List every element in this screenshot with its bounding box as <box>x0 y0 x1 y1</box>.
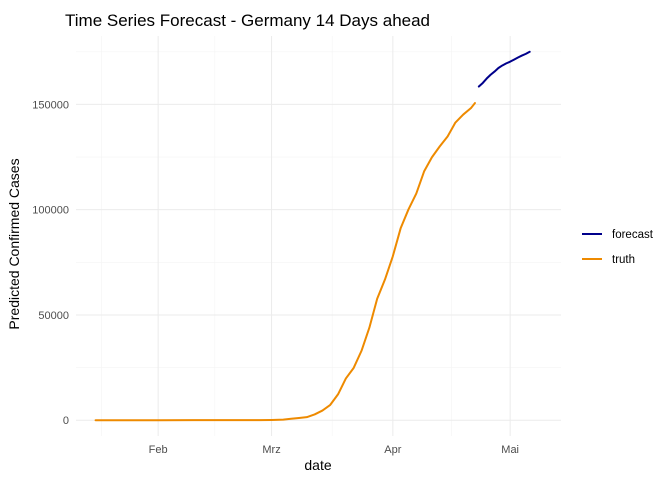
x-tick-label: Apr <box>384 444 401 456</box>
x-axis-title: date <box>304 457 331 473</box>
x-tick-label: Mrz <box>262 444 280 456</box>
y-tick-label: 150000 <box>32 99 69 111</box>
x-axis-tick-labels: Feb Mrz Apr Mai <box>149 444 519 456</box>
y-axis-tick-labels: 0 50000 100000 150000 <box>32 99 69 427</box>
y-tick-label: 0 <box>63 415 69 427</box>
legend-label-truth: truth <box>612 254 635 266</box>
series-line-truth <box>94 102 476 422</box>
legend-label-forecast: forecast <box>612 229 654 241</box>
x-tick-label: Feb <box>149 444 168 456</box>
major-gridlines <box>76 36 561 436</box>
series-line-forecast <box>477 50 531 88</box>
y-tick-label: 50000 <box>38 310 69 322</box>
minor-gridlines <box>76 36 561 436</box>
chart-title: Time Series Forecast - Germany 14 Days a… <box>65 11 430 30</box>
x-tick-label: Mai <box>501 444 519 456</box>
y-tick-label: 100000 <box>32 205 69 217</box>
y-axis-title: Predicted Confirmed Cases <box>6 158 22 329</box>
series-lines <box>94 50 531 422</box>
legend: forecast truth <box>582 229 654 266</box>
